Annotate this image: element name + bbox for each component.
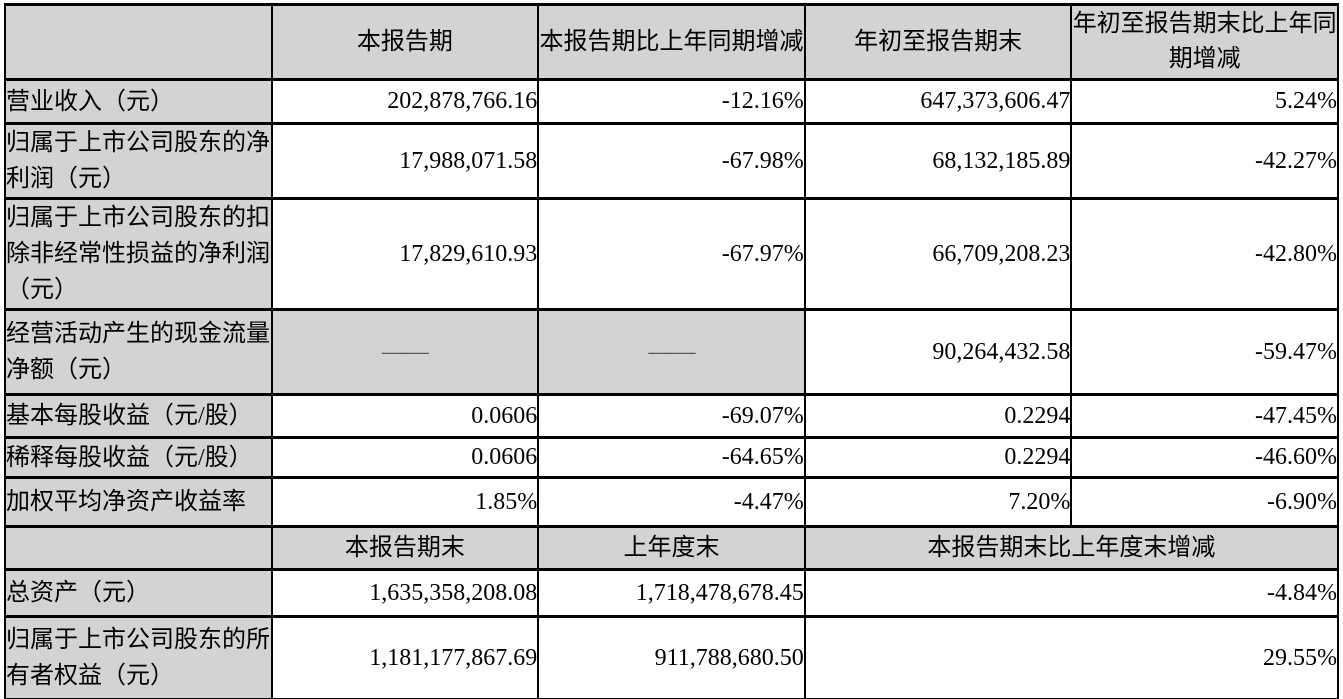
row-label: 营业收入（元） [4, 78, 273, 125]
column-header-end-of-current-period: 本报告期末 [270, 525, 540, 571]
row-label: 经营活动产生的现金流量净额（元） [4, 308, 273, 396]
value-cell: 0.2294 [803, 436, 1073, 479]
value-cell: -59.47% [1070, 308, 1339, 396]
table-row-operating-revenue: 营业收入（元） 202,878,766.16 -12.16% 647,373,6… [4, 78, 1339, 125]
value-cell: -67.97% [537, 197, 806, 311]
table-row-net-profit-attributable: 归属于上市公司股东的净利润（元） 17,988,071.58 -67.98% 6… [4, 122, 1339, 200]
value-cell: -46.60% [1070, 436, 1339, 479]
value-cell: 911,788,680.50 [537, 615, 806, 699]
row-label: 归属于上市公司股东的所有者权益（元） [4, 615, 273, 699]
value-cell: -42.27% [1070, 122, 1339, 200]
value-cell: 1,635,358,208.08 [270, 568, 540, 618]
value-cell: -67.98% [537, 122, 806, 200]
value-cell: 1,718,478,678.45 [537, 568, 806, 618]
value-cell: 29.55% [803, 615, 1340, 699]
dash-placeholder-cell: —— [537, 308, 806, 396]
row-label: 归属于上市公司股东的净利润（元） [4, 122, 273, 200]
value-cell: 1.85% [270, 476, 540, 528]
value-cell: 5.24% [1070, 78, 1339, 125]
value-cell: 7.20% [803, 476, 1073, 528]
column-header-end-of-last-year: 上年度末 [537, 525, 806, 571]
row-label: 稀释每股收益（元/股） [4, 436, 273, 479]
column-header-year-to-date-yoy-change: 年初至报告期末比上年同期增减 [1070, 3, 1339, 81]
table-header-row-period-end: 本报告期末 上年度末 本报告期末比上年度末增减 [4, 525, 1340, 571]
value-cell: 647,373,606.47 [803, 78, 1073, 125]
row-label: 加权平均净资产收益率 [4, 476, 273, 528]
value-cell: -69.07% [537, 393, 806, 439]
row-label: 总资产（元） [4, 568, 273, 618]
column-header-current-period: 本报告期 [270, 3, 540, 81]
value-cell: 202,878,766.16 [270, 78, 540, 125]
table-row-basic-eps: 基本每股收益（元/股） 0.0606 -69.07% 0.2294 -47.45… [4, 393, 1339, 439]
table-row-diluted-eps: 稀释每股收益（元/股） 0.0606 -64.65% 0.2294 -46.60… [4, 436, 1339, 479]
row-label: 归属于上市公司股东的扣除非经常性损益的净利润（元） [4, 197, 273, 311]
value-cell: 0.0606 [270, 393, 540, 439]
table-row-operating-cash-flow: 经营活动产生的现金流量净额（元） —— —— 90,264,432.58 -59… [4, 308, 1339, 396]
value-cell: 17,988,071.58 [270, 122, 540, 200]
value-cell: 68,132,185.89 [803, 122, 1073, 200]
value-cell: 90,264,432.58 [803, 308, 1073, 396]
value-cell: -4.47% [537, 476, 806, 528]
value-cell: 0.2294 [803, 393, 1073, 439]
value-cell: -6.90% [1070, 476, 1339, 528]
table-row-owners-equity-attributable: 归属于上市公司股东的所有者权益（元） 1,181,177,867.69 911,… [4, 615, 1340, 699]
value-cell: 66,709,208.23 [803, 197, 1073, 311]
column-header-current-period-yoy-change: 本报告期比上年同期增减 [537, 3, 806, 81]
header-empty-cell [4, 525, 273, 571]
value-cell: 0.0606 [270, 436, 540, 479]
table-row-weighted-avg-roe: 加权平均净资产收益率 1.85% -4.47% 7.20% -6.90% [4, 476, 1339, 528]
financial-summary-table: 本报告期 本报告期比上年同期增减 年初至报告期末 年初至报告期末比上年同期增减 … [4, 3, 1340, 699]
value-cell: -64.65% [537, 436, 806, 479]
table-row-total-assets: 总资产（元） 1,635,358,208.08 1,718,478,678.45… [4, 568, 1340, 618]
value-cell: -4.84% [803, 568, 1340, 618]
table-row-net-profit-excl-nonrecurring: 归属于上市公司股东的扣除非经常性损益的净利润（元） 17,829,610.93 … [4, 197, 1339, 311]
value-cell: 1,181,177,867.69 [270, 615, 540, 699]
column-header-year-to-date: 年初至报告期末 [803, 3, 1073, 81]
table-header-row-period: 本报告期 本报告期比上年同期增减 年初至报告期末 年初至报告期末比上年同期增减 [4, 3, 1339, 81]
value-cell: -47.45% [1070, 393, 1339, 439]
value-cell: -12.16% [537, 78, 806, 125]
dash-placeholder-cell: —— [270, 308, 540, 396]
row-label: 基本每股收益（元/股） [4, 393, 273, 439]
value-cell: -42.80% [1070, 197, 1339, 311]
column-header-change-vs-end-of-last-year: 本报告期末比上年度末增减 [803, 525, 1340, 571]
value-cell: 17,829,610.93 [270, 197, 540, 311]
header-empty-cell [4, 3, 273, 81]
